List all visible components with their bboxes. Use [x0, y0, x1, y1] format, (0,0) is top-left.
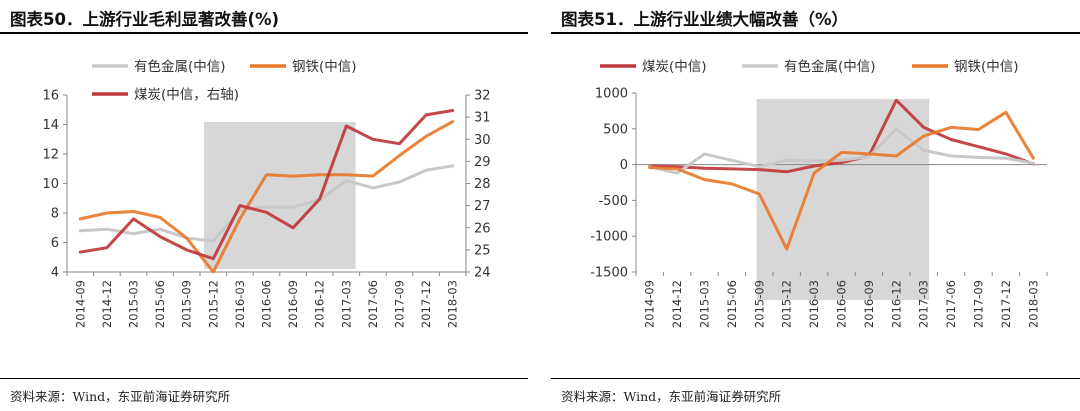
y-tick-label: 10	[42, 177, 59, 192]
y-right-tick-label: 29	[474, 155, 491, 170]
series-line	[78, 109, 455, 261]
source-note: 资料来源：Wind，东亚前海证券研究所	[10, 389, 231, 404]
x-tick-label: 2018-03	[1026, 280, 1040, 328]
x-tick-label: 2016-12	[889, 280, 903, 328]
y-right-tick-label: 27	[474, 199, 491, 214]
x-tick-label: 2015-09	[752, 280, 766, 328]
chart-title: 图表51．上游行业业绩大幅改善（%）	[561, 10, 848, 29]
source-rule	[0, 378, 528, 379]
y-tick-label: 500	[603, 122, 628, 137]
y-tick-label: 1000	[595, 87, 628, 102]
y-tick-label: -500	[598, 194, 628, 209]
x-tick-label: 2016-03	[233, 280, 247, 328]
x-tick-label: 2017-06	[944, 280, 958, 328]
chart-panel-right: 图表51．上游行业业绩大幅改善（%） -1500 -1000 -500 0 500 100…	[551, 0, 1080, 411]
x-tick-label: 2014-12	[670, 280, 684, 328]
x-tick-label: 2017-09	[393, 280, 407, 328]
x-tick-label: 2016-12	[313, 280, 327, 328]
x-tick-label: 2017-12	[999, 280, 1013, 328]
x-tick-label: 2017-06	[366, 280, 380, 328]
y-tick-label: 6	[51, 236, 59, 251]
x-tick-label: 2015-06	[725, 280, 739, 328]
legend-label: 有色金属(中信)	[784, 58, 876, 75]
x-tick-label: 2015-06	[153, 280, 167, 328]
legend-label: 煤炭(中信)	[642, 59, 707, 75]
x-tick-label: 2015-09	[180, 280, 194, 328]
legend-label: 钢铁(中信)	[292, 59, 357, 75]
series-line	[78, 120, 455, 274]
y-right-tick-label: 30	[474, 133, 491, 148]
y-tick-label: -1000	[590, 230, 628, 245]
x-tick-label: 2014-09	[73, 280, 87, 328]
x-tick-label: 2017-12	[419, 280, 433, 328]
x-tick-label: 2018-03	[446, 280, 460, 328]
y-right-tick-label: 31	[474, 111, 491, 126]
x-tick-label: 2014-09	[643, 280, 657, 328]
chart-title: 图表50．上游行业毛利显著改善(%)	[10, 10, 280, 29]
chart-right-plot: -1500 -1000 -500 0 500 1000 2014-09 2014-12 2015…	[590, 58, 1048, 328]
x-tick-label: 2017-09	[972, 280, 986, 328]
y-tick-label: 16	[42, 89, 59, 104]
series-line	[648, 110, 1035, 251]
y-right-tick-label: 32	[474, 89, 491, 104]
y-right-tick-label: 26	[474, 221, 491, 236]
title-rule	[551, 32, 1080, 34]
y-tick-label: 0	[620, 158, 628, 173]
series-line	[648, 127, 1035, 175]
y-tick-label: 8	[51, 207, 59, 222]
x-tick-label: 2017-03	[917, 280, 931, 328]
x-tick-label: 2016-06	[260, 280, 274, 328]
source-rule	[551, 378, 1080, 379]
series-line	[78, 164, 455, 243]
y-right-tick-label: 25	[474, 243, 491, 258]
x-tick-label: 2015-12	[206, 280, 220, 328]
shaded-period	[756, 99, 930, 300]
y-tick-label: 12	[42, 148, 59, 163]
legend-label: 钢铁(中信)	[954, 59, 1019, 75]
x-tick-label: 2017-03	[339, 280, 353, 328]
legend-label: 煤炭(中信，右轴)	[134, 87, 239, 103]
x-tick-label: 2016-06	[835, 280, 849, 328]
chart-panel-left: 图表50．上游行业毛利显著改善(%) 4 6 8 10 12 14 16 24 25 26 27 28…	[0, 0, 528, 411]
source-note: 资料来源：Wind，东亚前海证券研究所	[561, 389, 782, 404]
x-tick-label: 2015-12	[780, 280, 794, 328]
x-tick-label: 2016-03	[807, 280, 821, 328]
y-right-tick-label: 24	[474, 266, 491, 281]
x-tick-label: 2015-03	[698, 280, 712, 328]
x-tick-label: 2015-03	[127, 280, 141, 328]
y-tick-label: 4	[51, 266, 59, 281]
series-line	[648, 98, 1035, 174]
shaded-period	[203, 122, 356, 269]
y-tick-label: -1500	[590, 266, 628, 281]
y-tick-label: 14	[42, 118, 59, 133]
chart-left-plot: 4 6 8 10 12 14 16 24 25 26 27 28 29 30 31 32 2014-09 2014…	[42, 58, 491, 328]
y-right-tick-label: 28	[474, 177, 491, 192]
x-tick-label: 2014-12	[100, 280, 114, 328]
x-tick-label: 2016-09	[286, 280, 300, 328]
x-tick-label: 2016-09	[862, 280, 876, 328]
title-rule	[0, 32, 528, 34]
legend-label: 有色金属(中信)	[134, 58, 226, 75]
